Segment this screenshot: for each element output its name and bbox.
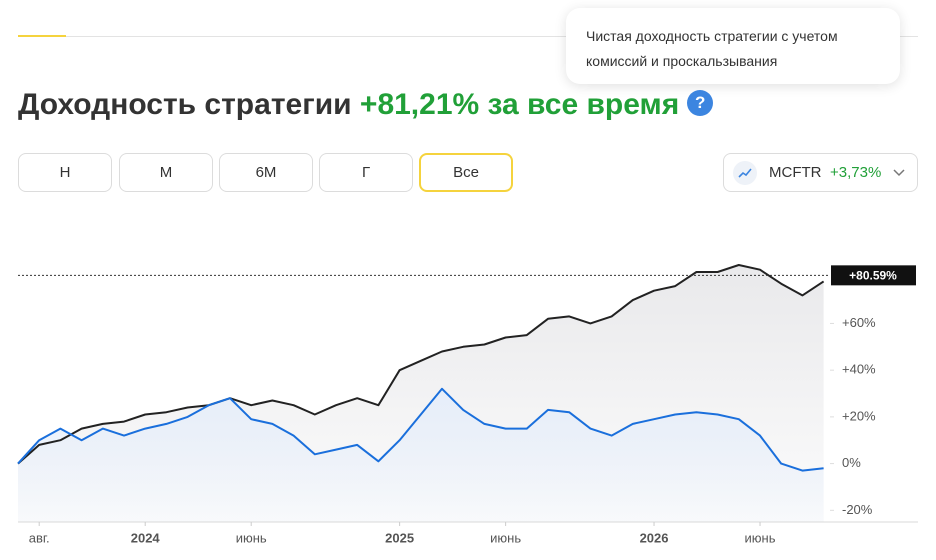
series-area [18, 388, 824, 522]
help-button[interactable]: ? [687, 90, 714, 117]
y-tick-label: +60% [842, 315, 876, 330]
y-tick-label: +20% [842, 408, 876, 423]
period-button[interactable]: Г [319, 153, 413, 192]
benchmark-change: +3,73% [830, 164, 882, 181]
chevron [893, 169, 905, 177]
title: Доходность стратегии +81,21% за все врем… [18, 88, 714, 122]
tooltip: Чистая доходность стратегии с учетом ком… [566, 8, 900, 84]
series-line [17, 387, 824, 472]
y-tick-label: -20% [842, 502, 873, 517]
benchmark-dropdown[interactable]: MCFTR +3,73% [723, 153, 918, 192]
series-line [17, 264, 825, 465]
tooltip-line: Чистая доходность стратегии с учетом [586, 28, 838, 44]
x-tick-label: 2025 [385, 530, 414, 545]
x-tick-label: июнь [490, 530, 521, 545]
x-tick-label: 2024 [131, 530, 161, 545]
current-badge [831, 265, 916, 286]
benchmark-icon [733, 161, 757, 185]
title-value: +81,21% за все время [359, 88, 680, 121]
y-tick-label: +40% [842, 362, 876, 377]
x-tick-label: 2026 [640, 530, 669, 545]
current-label: +80.59% [849, 269, 897, 283]
y-tick-label: 0% [842, 455, 861, 470]
period-button[interactable]: 6М [219, 153, 313, 192]
tab-divider [18, 36, 918, 37]
tooltip-line: комиссий и проскальзывания [586, 53, 778, 69]
period-button[interactable]: М [119, 153, 213, 192]
x-tick-label: июнь [745, 530, 776, 545]
x-tick-label: июнь [236, 530, 267, 545]
period-button[interactable]: Все [419, 153, 513, 192]
benchmark-name: MCFTR [769, 164, 822, 181]
x-tick-label: авг. [29, 530, 50, 545]
tab-indicator [18, 35, 66, 37]
period-button[interactable]: Н [18, 153, 112, 192]
title-text: Доходность стратегии [18, 88, 352, 121]
